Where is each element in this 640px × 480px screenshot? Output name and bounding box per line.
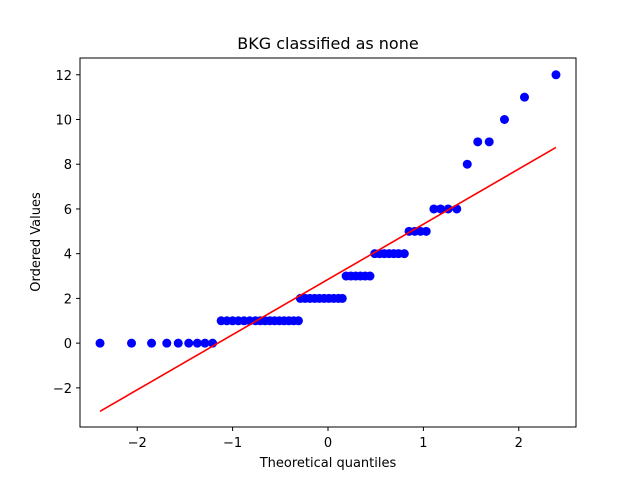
y-tick-label: −2 — [53, 382, 72, 397]
chart-title: BKG classified as none — [237, 34, 418, 53]
y-tick-label: 4 — [64, 248, 72, 263]
data-point — [200, 338, 210, 348]
y-axis-label: Ordered Values — [29, 192, 44, 292]
data-point — [484, 137, 494, 147]
data-point — [337, 293, 347, 303]
plot-area — [80, 58, 576, 427]
data-point — [95, 338, 105, 348]
y-tick-label: 0 — [64, 337, 72, 352]
data-point — [499, 115, 509, 124]
data-point — [173, 338, 183, 348]
data-point — [162, 338, 172, 348]
y-tick-label: 8 — [64, 158, 72, 173]
data-point — [462, 159, 472, 169]
x-tick-label: 1 — [419, 436, 427, 451]
y-tick-label: 2 — [64, 292, 72, 307]
plot-marks — [95, 70, 561, 413]
y-tick-label: 12 — [55, 69, 72, 84]
data-point — [147, 338, 157, 348]
data-point — [184, 338, 194, 348]
x-axis-label: Theoretical quantiles — [259, 456, 397, 471]
data-point — [436, 204, 446, 214]
x-tick-label: 2 — [515, 436, 523, 451]
plot-frame — [79, 57, 577, 428]
data-point — [519, 92, 529, 102]
y-tick-label: 6 — [64, 203, 72, 218]
data-point — [365, 271, 375, 281]
data-point — [429, 204, 439, 214]
data-point — [293, 316, 303, 326]
data-point — [473, 137, 483, 147]
x-tick-label: 0 — [324, 436, 332, 451]
x-tick-label: −1 — [223, 436, 242, 451]
data-point — [127, 338, 137, 348]
data-point — [399, 249, 409, 259]
data-point — [192, 338, 202, 348]
x-tick-label: −2 — [128, 436, 147, 451]
data-point — [551, 70, 561, 80]
y-tick-label: 10 — [55, 114, 72, 129]
fit-line — [99, 146, 557, 413]
data-point — [421, 226, 431, 236]
